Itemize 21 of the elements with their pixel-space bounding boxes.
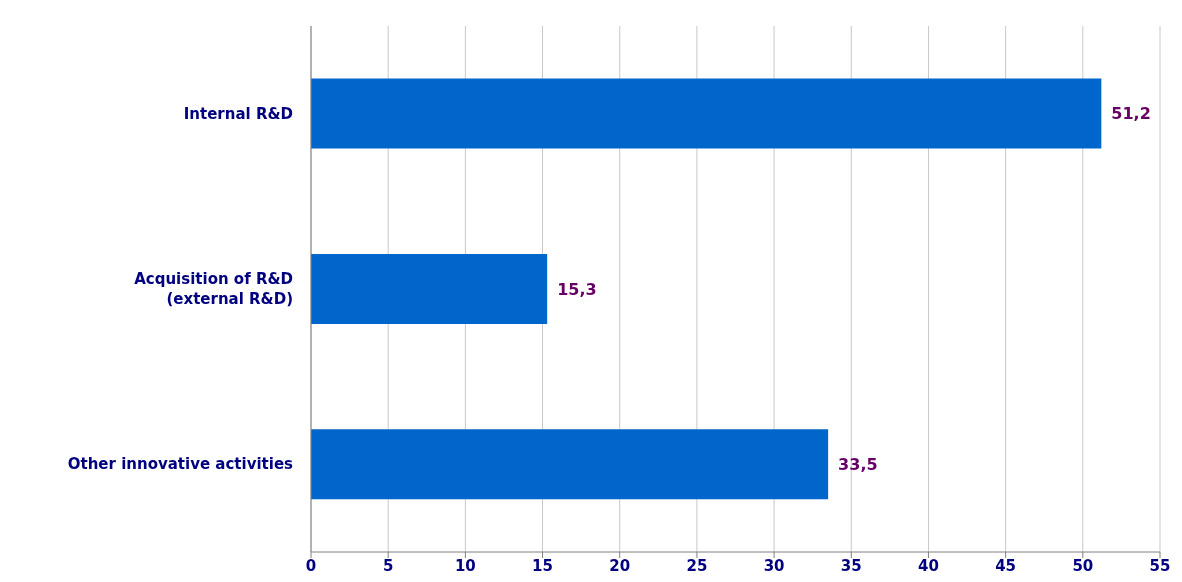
data-label: 51,2 (1111, 104, 1151, 124)
data-label: 15,3 (557, 279, 597, 299)
data-label: 33,5 (838, 454, 878, 474)
y-tick-label: Internal R&D (183, 104, 293, 123)
x-tick-label: 20 (609, 556, 631, 575)
x-tick-label: 40 (918, 556, 939, 575)
x-tick-label: 10 (454, 556, 476, 575)
y-tick-label: Acquisition of R&D (external R&D) (134, 269, 293, 308)
x-tick-label: 35 (840, 556, 862, 575)
bar (311, 429, 829, 500)
x-tick-label: 45 (995, 556, 1017, 575)
x-tick-label: 50 (1072, 556, 1094, 575)
x-tick-label: 55 (1149, 556, 1171, 575)
x-tick-label: 0 (305, 556, 317, 575)
x-tick-label: 25 (686, 556, 708, 575)
y-tick-label: Other innovative activities (67, 454, 294, 473)
x-tick-label: 30 (763, 556, 785, 575)
x-tick-label: 5 (382, 556, 394, 575)
bar (311, 78, 1102, 149)
x-tick-label: 15 (532, 556, 553, 575)
bar (311, 253, 548, 324)
